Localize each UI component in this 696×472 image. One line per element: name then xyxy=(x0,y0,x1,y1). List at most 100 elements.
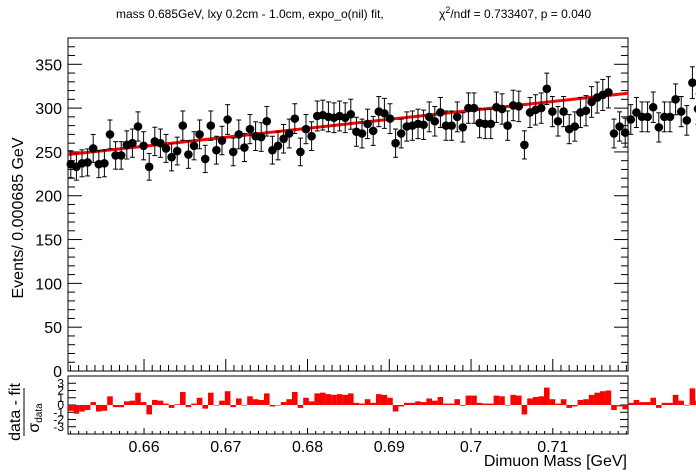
data-point xyxy=(682,105,692,136)
data-point xyxy=(419,109,428,140)
residual-bar xyxy=(493,395,500,405)
data-point xyxy=(570,111,580,142)
residual-bar xyxy=(353,402,360,405)
data-point xyxy=(553,105,563,137)
data-marker xyxy=(212,145,221,155)
data-marker xyxy=(240,143,249,152)
data-point xyxy=(542,72,552,106)
data-point xyxy=(167,142,176,172)
data-point xyxy=(279,124,288,154)
residual-bar xyxy=(650,397,656,405)
data-points xyxy=(66,66,696,181)
data-point xyxy=(195,119,204,150)
data-point xyxy=(671,83,680,116)
residual-bar xyxy=(532,397,539,405)
ratio-y-tick-label: 1 xyxy=(57,391,64,405)
data-marker xyxy=(296,147,305,157)
data-point xyxy=(396,118,406,149)
data-marker xyxy=(520,140,529,150)
data-point xyxy=(447,110,456,141)
sigma-subscript: data xyxy=(34,403,45,423)
data-point xyxy=(172,136,182,166)
residual-bar xyxy=(275,405,281,406)
residual-bar xyxy=(157,400,164,405)
data-point xyxy=(548,96,557,128)
residual-bar xyxy=(84,405,91,411)
y-axis-label: Events/ 0.000685 GeV xyxy=(10,137,27,298)
residual-bar xyxy=(616,405,623,407)
residual-bar xyxy=(252,399,259,405)
data-point xyxy=(385,103,395,134)
data-point xyxy=(88,133,98,163)
chi-stat-rest: /ndf = 0.733407, p = 0.040 xyxy=(450,7,591,21)
data-point xyxy=(693,93,696,125)
residual-bar xyxy=(572,405,578,407)
data-point xyxy=(676,96,686,128)
data-point xyxy=(240,133,249,163)
residual-bar xyxy=(292,391,298,405)
data-point xyxy=(346,98,356,130)
residual-bar xyxy=(656,405,662,408)
residual-bar xyxy=(398,405,404,407)
y-tick-label: 200 xyxy=(35,189,62,206)
data-point xyxy=(296,137,305,167)
residual-bar xyxy=(644,402,651,405)
data-marker xyxy=(447,121,456,130)
data-point xyxy=(262,105,272,137)
residual-bar xyxy=(639,402,645,405)
data-marker xyxy=(654,123,664,132)
data-marker xyxy=(430,116,440,126)
data-point xyxy=(245,114,255,145)
chart-title: mass 0.685GeV, lxy 0.2cm - 1.0cm, expo_o… xyxy=(116,7,384,21)
data-marker xyxy=(161,144,171,153)
data-point xyxy=(256,122,266,152)
residual-bar xyxy=(331,394,337,405)
data-marker xyxy=(368,126,378,136)
data-point xyxy=(363,108,372,140)
data-point xyxy=(665,101,675,133)
data-point xyxy=(301,114,311,145)
data-point xyxy=(116,141,126,170)
residual-bar xyxy=(437,397,444,405)
data-point xyxy=(469,92,479,124)
data-point xyxy=(598,78,608,112)
data-marker xyxy=(245,124,255,134)
data-marker xyxy=(133,122,143,131)
data-marker xyxy=(559,107,568,116)
data-marker xyxy=(570,122,580,131)
residual-bar xyxy=(471,395,477,405)
ratio-y-tick-label: -2 xyxy=(53,413,64,427)
data-point xyxy=(105,119,115,150)
residual-bar xyxy=(549,399,556,405)
data-marker xyxy=(206,121,216,130)
data-marker xyxy=(262,116,272,126)
data-marker xyxy=(380,109,389,118)
residual-bar xyxy=(269,405,276,407)
residual-bar xyxy=(342,394,348,405)
residual-bar xyxy=(202,405,208,409)
data-point xyxy=(520,130,529,160)
residual-bar xyxy=(107,396,113,405)
residual-bar xyxy=(555,403,561,405)
data-point xyxy=(486,108,496,140)
residual-bar xyxy=(174,404,180,405)
ratio-y-tick-label: 3 xyxy=(57,376,64,390)
data-marker xyxy=(200,154,210,164)
residual-bar xyxy=(140,402,147,405)
y-tick-label: 150 xyxy=(35,233,62,250)
data-marker xyxy=(217,136,227,145)
data-marker xyxy=(620,128,630,137)
data-marker xyxy=(436,108,445,117)
data-point xyxy=(340,102,350,134)
ratio-ylabel-denominator: σdata xyxy=(26,403,45,433)
data-marker xyxy=(357,129,367,138)
ratio-y-tick-label: 0 xyxy=(57,398,64,412)
residual-bar xyxy=(348,393,354,405)
data-point xyxy=(654,112,664,143)
residual-bar xyxy=(454,399,460,405)
residual-bar xyxy=(196,397,203,405)
residual-bar xyxy=(504,405,511,406)
data-point xyxy=(609,118,619,149)
data-marker xyxy=(105,130,115,139)
